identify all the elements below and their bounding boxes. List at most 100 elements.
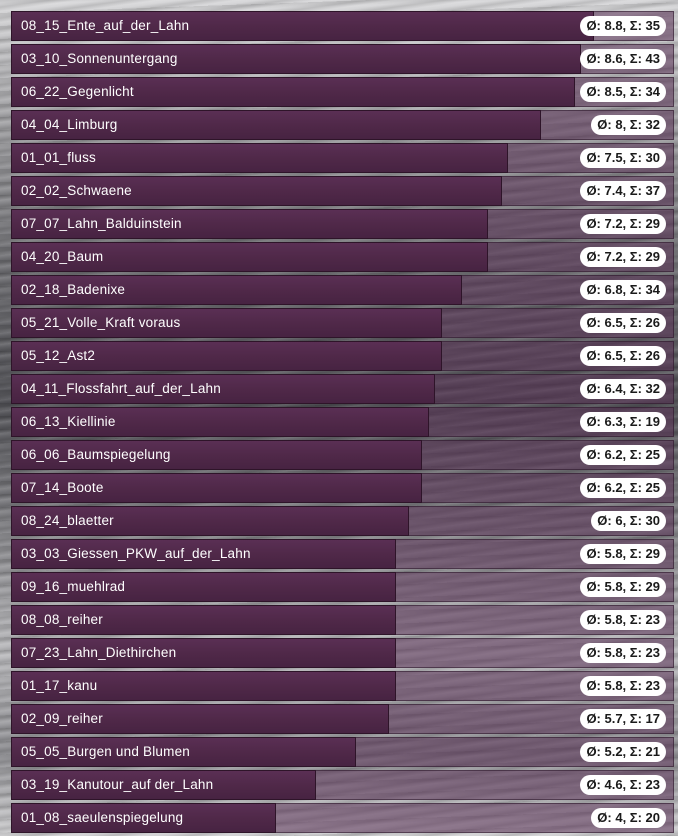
bar <box>11 308 442 338</box>
category-label: 07_14_Boote <box>21 480 104 495</box>
bar-row: 06_13_Kiellinie Ø: 6.3, Σ: 19 <box>11 407 674 437</box>
bar-row: 05_05_Burgen und Blumen Ø: 5.2, Σ: 21 <box>11 737 674 767</box>
category-label: 04_20_Baum <box>21 249 104 264</box>
bar <box>11 638 396 668</box>
bar <box>11 374 435 404</box>
category-label: 02_09_reiher <box>21 711 103 726</box>
category-label: 08_15_Ente_auf_der_Lahn <box>21 18 190 33</box>
category-label: 07_23_Lahn_Diethirchen <box>21 645 177 660</box>
category-label: 01_08_saeulenspiegelung <box>21 810 184 825</box>
bar-row: 03_19_Kanutour_auf der_Lahn Ø: 4.6, Σ: 23 <box>11 770 674 800</box>
bar-row: 01_08_saeulenspiegelung Ø: 4, Σ: 20 <box>11 803 674 833</box>
bar-row: 08_24_blaetter Ø: 6, Σ: 30 <box>11 506 674 536</box>
bar-row: 02_18_Badenixe Ø: 6.8, Σ: 34 <box>11 275 674 305</box>
bar <box>11 572 396 602</box>
bar <box>11 44 581 74</box>
value-label: Ø: 6.5, Σ: 26 <box>580 346 666 366</box>
bar-row: 07_07_Lahn_Balduinstein Ø: 7.2, Σ: 29 <box>11 209 674 239</box>
bar-row: 02_09_reiher Ø: 5.7, Σ: 17 <box>11 704 674 734</box>
category-label: 07_07_Lahn_Balduinstein <box>21 216 182 231</box>
bar <box>11 242 488 272</box>
bar-row: 03_10_Sonnenuntergang Ø: 8.6, Σ: 43 <box>11 44 674 74</box>
category-label: 01_17_kanu <box>21 678 98 693</box>
category-label: 03_10_Sonnenuntergang <box>21 51 178 66</box>
bar-row: 03_03_Giessen_PKW_auf_der_Lahn Ø: 5.8, Σ:… <box>11 539 674 569</box>
bar-row: 08_08_reiher Ø: 5.8, Σ: 23 <box>11 605 674 635</box>
bar-row: 05_21_Volle_Kraft voraus Ø: 6.5, Σ: 26 <box>11 308 674 338</box>
value-label: Ø: 8, Σ: 32 <box>591 115 666 135</box>
value-label: Ø: 5.2, Σ: 21 <box>580 742 666 762</box>
category-label: 02_02_Schwaene <box>21 183 132 198</box>
bar <box>11 341 442 371</box>
category-label: 08_08_reiher <box>21 612 103 627</box>
bar-row: 07_23_Lahn_Diethirchen Ø: 5.8, Σ: 23 <box>11 638 674 668</box>
value-label: Ø: 8.8, Σ: 35 <box>580 16 666 36</box>
bar-row: 04_11_Flossfahrt_auf_der_Lahn Ø: 6.4, Σ: … <box>11 374 674 404</box>
bar-row: 07_14_Boote Ø: 6.2, Σ: 25 <box>11 473 674 503</box>
bar <box>11 506 409 536</box>
value-label: Ø: 6.3, Σ: 19 <box>580 412 666 432</box>
bar-row: 06_22_Gegenlicht Ø: 8.5, Σ: 34 <box>11 77 674 107</box>
bar <box>11 11 594 41</box>
value-label: Ø: 6.5, Σ: 26 <box>580 313 666 333</box>
value-label: Ø: 8.5, Σ: 34 <box>580 82 666 102</box>
bar-row: 02_02_Schwaene Ø: 7.4, Σ: 37 <box>11 176 674 206</box>
bar <box>11 473 422 503</box>
bar-row: 01_01_fluss Ø: 7.5, Σ: 30 <box>11 143 674 173</box>
bar <box>11 770 316 800</box>
bar <box>11 77 575 107</box>
bar-row: 04_04_Limburg Ø: 8, Σ: 32 <box>11 110 674 140</box>
value-label: Ø: 7.4, Σ: 37 <box>580 181 666 201</box>
bar-row: 04_20_Baum Ø: 7.2, Σ: 29 <box>11 242 674 272</box>
value-label: Ø: 7.5, Σ: 30 <box>580 148 666 168</box>
bar <box>11 275 462 305</box>
value-label: Ø: 4, Σ: 20 <box>591 808 666 828</box>
value-label: Ø: 6.8, Σ: 34 <box>580 280 666 300</box>
bar-row: 09_16_muehlrad Ø: 5.8, Σ: 29 <box>11 572 674 602</box>
category-label: 02_18_Badenixe <box>21 282 126 297</box>
value-label: Ø: 7.2, Σ: 29 <box>580 247 666 267</box>
value-label: Ø: 7.2, Σ: 29 <box>580 214 666 234</box>
bar <box>11 671 396 701</box>
bar <box>11 803 276 833</box>
category-label: 09_16_muehlrad <box>21 579 126 594</box>
bar <box>11 110 541 140</box>
category-label: 08_24_blaetter <box>21 513 114 528</box>
value-label: Ø: 5.8, Σ: 23 <box>580 643 666 663</box>
category-label: 03_03_Giessen_PKW_auf_der_Lahn <box>21 546 251 561</box>
value-label: Ø: 5.8, Σ: 23 <box>580 676 666 696</box>
bar <box>11 605 396 635</box>
bar-row: 06_06_Baumspiegelung Ø: 6.2, Σ: 25 <box>11 440 674 470</box>
category-label: 03_19_Kanutour_auf der_Lahn <box>21 777 214 792</box>
bar <box>11 737 356 767</box>
value-label: Ø: 4.6, Σ: 23 <box>580 775 666 795</box>
value-label: Ø: 5.8, Σ: 23 <box>580 610 666 630</box>
category-label: 05_05_Burgen und Blumen <box>21 744 190 759</box>
bar-row: 05_12_Ast2 Ø: 6.5, Σ: 26 <box>11 341 674 371</box>
value-label: Ø: 5.8, Σ: 29 <box>580 577 666 597</box>
value-label: Ø: 6.4, Σ: 32 <box>580 379 666 399</box>
value-label: Ø: 5.8, Σ: 29 <box>580 544 666 564</box>
category-label: 04_11_Flossfahrt_auf_der_Lahn <box>21 381 221 396</box>
bar <box>11 209 488 239</box>
bar-row: 08_15_Ente_auf_der_Lahn Ø: 8.8, Σ: 35 <box>11 11 674 41</box>
category-label: 06_06_Baumspiegelung <box>21 447 171 462</box>
value-label: Ø: 6.2, Σ: 25 <box>580 445 666 465</box>
value-label: Ø: 6.2, Σ: 25 <box>580 478 666 498</box>
bar <box>11 176 502 206</box>
category-label: 05_21_Volle_Kraft voraus <box>21 315 181 330</box>
bar <box>11 539 396 569</box>
category-label: 01_01_fluss <box>21 150 97 165</box>
value-label: Ø: 5.7, Σ: 17 <box>580 709 666 729</box>
category-label: 06_13_Kiellinie <box>21 414 116 429</box>
bar <box>11 440 422 470</box>
category-label: 05_12_Ast2 <box>21 348 96 363</box>
value-label: Ø: 6, Σ: 30 <box>591 511 666 531</box>
bar-row: 01_17_kanu Ø: 5.8, Σ: 23 <box>11 671 674 701</box>
bar <box>11 143 508 173</box>
category-label: 04_04_Limburg <box>21 117 118 132</box>
bar <box>11 407 429 437</box>
value-label: Ø: 8.6, Σ: 43 <box>580 49 666 69</box>
category-label: 06_22_Gegenlicht <box>21 84 134 99</box>
